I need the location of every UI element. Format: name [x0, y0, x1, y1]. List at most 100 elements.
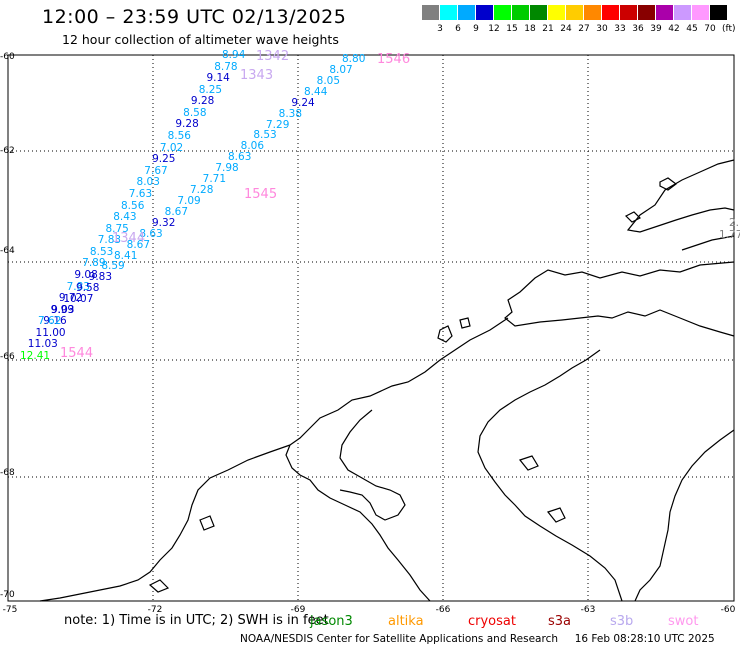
legend-label: 27: [578, 24, 590, 34]
west-track-value: 11.03: [27, 338, 58, 351]
legend-label: 3: [437, 24, 443, 34]
east-track-value: 8.07: [329, 63, 353, 76]
credit-text: NOAA/NESDIS Center for Satellite Applica…: [240, 633, 558, 645]
east-track-value: 9.24: [291, 96, 315, 109]
coastline: [39, 159, 735, 602]
east-track-value: 7.29: [266, 118, 290, 131]
legend-label: 9: [473, 24, 479, 34]
east-track-value: 10.07: [63, 293, 94, 306]
latitude-label: -66: [0, 352, 15, 362]
legend-swatch: [458, 5, 475, 20]
east-track-value: 9.83: [88, 271, 113, 284]
legend-swatch: [692, 5, 709, 20]
pass-label-1546: 1546: [377, 52, 411, 67]
east-track-value: 8.05: [316, 74, 341, 87]
legend-label: 39: [650, 24, 662, 34]
legend-label: 15: [506, 24, 518, 34]
legend-swatch: [674, 5, 691, 20]
east-track-value: 7.28: [190, 184, 214, 196]
satellite-s3b: s3b: [610, 614, 634, 629]
legend-swatch: [440, 5, 457, 20]
satellite-s3a: s3a: [548, 614, 572, 629]
latitude-label: -70: [0, 590, 15, 600]
west-track-value: 9.16: [43, 315, 67, 328]
legend-swatch: [602, 5, 619, 20]
graticule: [8, 55, 734, 601]
satellite-jason3: jason3: [310, 614, 353, 629]
east-track-value: 7.98: [215, 162, 239, 175]
latitude-label: -64: [0, 246, 15, 256]
east-track-value: 8.67: [164, 205, 189, 218]
latitude-label: -68: [0, 468, 15, 478]
longitude-label: -66: [435, 605, 451, 615]
legend-swatch: [530, 5, 547, 20]
west-track-value: 8.94: [222, 49, 246, 61]
legend-label: 24: [560, 24, 572, 34]
west-track-value: 9.28: [190, 95, 215, 108]
east-track-value: 7.71: [202, 173, 227, 186]
legend-label: 70: [704, 24, 716, 34]
legend-swatch: [620, 5, 637, 20]
legend-swatch: [566, 5, 583, 20]
west-track-value: 9.28: [175, 118, 199, 131]
satellite-cryosat: cryosat: [468, 614, 516, 629]
west-track-value: 9.14: [206, 72, 230, 85]
longitude-label: -72: [147, 605, 163, 615]
west-track-value: 9.03: [51, 303, 75, 316]
west-track-value: 9.25: [152, 153, 176, 166]
east-track-value: 8.63: [139, 227, 163, 240]
west-track-value: 8.53: [89, 245, 114, 258]
west-track-value: 7.02: [159, 141, 184, 154]
west-track-value: 11.00: [35, 326, 66, 339]
timestamp: 16 Feb 08:28:10 UTC 2025: [574, 633, 715, 645]
pass-label-1545: 1545: [244, 187, 278, 202]
west-track-value: 7.89: [82, 257, 106, 270]
west-track-value: 8.25: [198, 83, 223, 96]
longitude-label: -69: [290, 605, 306, 615]
east-track-value: 8.80: [342, 53, 366, 65]
west-track-value: 8.56: [121, 199, 145, 212]
east-track-value: 8.67: [126, 238, 151, 251]
west-track-value: 8.03: [136, 176, 160, 189]
legend-swatch: [710, 5, 727, 20]
legend-swatch: [476, 5, 493, 20]
legend-label: 30: [596, 24, 608, 34]
legend-swatch: [584, 5, 601, 20]
legend-swatch: [548, 5, 565, 20]
west-track-value: 8.78: [214, 60, 238, 73]
east-track-value: 8.41: [114, 249, 138, 262]
pass-label-1344: 1344: [112, 231, 146, 246]
map-frame: [7, 54, 735, 602]
legend-label: 45: [686, 24, 698, 34]
map-title: 12:00 – 23:59 UTC 02/13/2025: [42, 6, 347, 28]
footer-note: note: 1) Time is in UTC; 2) SWH is in fe…: [64, 613, 329, 628]
pass-label-1343: 1343: [240, 68, 274, 83]
latitude-label: -60: [0, 52, 15, 62]
west-track-value: 7.83: [97, 234, 122, 247]
west-track-value: 7.67: [144, 164, 168, 177]
map-subtitle: 12 hour collection of altimeter wave hei…: [62, 32, 339, 47]
west-track-value: 9.72: [58, 292, 83, 305]
east-track-value: 7.09: [177, 194, 201, 207]
west-track-value: 8.75: [105, 222, 129, 235]
legend-label: 36: [632, 24, 644, 34]
east-track-value: 8.63: [228, 151, 252, 164]
footer-credit: NOAA/NESDIS Center for Satellite Applica…: [240, 634, 715, 645]
legend-label: 6: [455, 24, 461, 34]
legend-swatch: [656, 5, 673, 20]
pass-label-1544: 1544: [60, 346, 94, 361]
west-track-value: 12.41: [20, 350, 51, 362]
east-track-value: 8.38: [278, 107, 303, 120]
edge-value: 2.: [729, 217, 740, 229]
east-track-value: 9.58: [76, 282, 100, 295]
west-track-value: 9.08: [74, 268, 98, 281]
west-track-value: 8.56: [167, 130, 191, 143]
pass-label-1342: 1342: [256, 49, 290, 64]
legend-swatch: [512, 5, 529, 20]
longitude-label: -63: [580, 605, 596, 615]
satellite-swot: swot: [668, 614, 699, 629]
east-track-value: 9.32: [152, 216, 176, 229]
east-track-value: 8.59: [101, 260, 125, 273]
east-track-value: 8.53: [253, 129, 277, 142]
